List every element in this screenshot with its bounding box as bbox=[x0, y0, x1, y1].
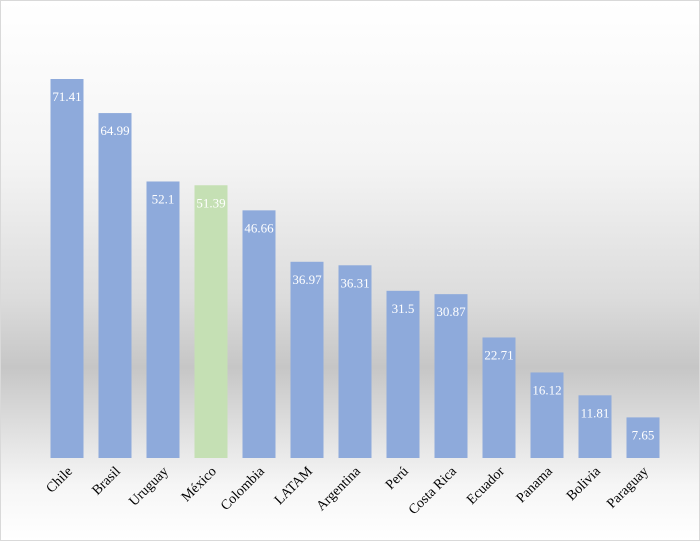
bar-ecuador bbox=[482, 337, 516, 458]
bar-panama bbox=[530, 372, 564, 458]
data-label-mexico: 51.39 bbox=[196, 195, 225, 210]
category-label-costa-rica: Costa Rica bbox=[406, 464, 460, 518]
data-label-argentina: 36.31 bbox=[340, 275, 369, 290]
data-label-panama: 16.12 bbox=[532, 382, 561, 397]
category-label-ecuador: Ecuador bbox=[464, 464, 508, 508]
data-label-chile: 71.41 bbox=[52, 89, 81, 104]
data-label-costa-rica: 30.87 bbox=[436, 304, 466, 319]
data-label-colombia: 46.66 bbox=[244, 220, 274, 235]
data-label-paraguay: 7.65 bbox=[632, 427, 655, 442]
bar-brasil bbox=[98, 113, 132, 459]
category-label-peru: Perú bbox=[383, 464, 412, 493]
data-label-bolivia: 11.81 bbox=[581, 405, 610, 420]
bar-uruguay bbox=[146, 181, 180, 458]
bar-argentina bbox=[338, 265, 372, 458]
category-label-mexico: México bbox=[179, 464, 220, 505]
category-label-colombia: Colombia bbox=[218, 464, 268, 514]
bar-peru bbox=[386, 290, 420, 458]
category-label-chile: Chile bbox=[44, 464, 76, 496]
category-label-paraguay: Paraguay bbox=[604, 464, 651, 511]
data-label-peru: 31.5 bbox=[392, 301, 415, 316]
data-label-brasil: 64.99 bbox=[100, 123, 129, 138]
data-label-latam: 36.97 bbox=[292, 272, 322, 287]
bar-paraguay bbox=[626, 417, 660, 458]
category-label-bolivia: Bolivia bbox=[564, 464, 604, 504]
category-label-uruguay: Uruguay bbox=[127, 464, 172, 509]
bar-mexico bbox=[194, 185, 228, 459]
category-label-panama: Panama bbox=[514, 464, 556, 506]
bar-colombia bbox=[242, 210, 276, 458]
bar-bolivia bbox=[578, 395, 612, 458]
bar-costa-rica bbox=[434, 294, 468, 458]
data-label-uruguay: 52.1 bbox=[152, 191, 175, 206]
bar-latam bbox=[290, 261, 324, 458]
data-label-ecuador: 22.71 bbox=[484, 347, 513, 362]
bar-chile bbox=[50, 79, 84, 458]
category-label-brasil: Brasil bbox=[90, 464, 124, 498]
category-label-latam: LATAM bbox=[272, 464, 316, 508]
category-label-argentina: Argentina bbox=[314, 464, 365, 515]
